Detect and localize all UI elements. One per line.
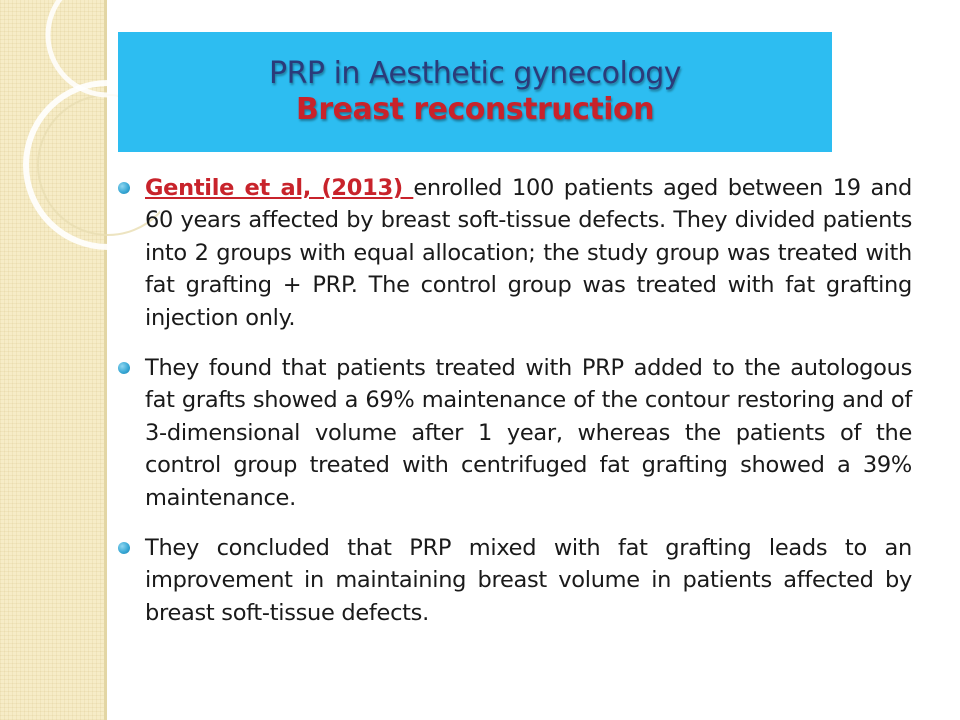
bullet-text-conclusion: They concluded that PRP mixed with fat g… bbox=[145, 535, 912, 626]
bullet-item-study: Gentile et al, (2013) enrolled 100 patie… bbox=[118, 172, 912, 334]
bullet-item-findings: They found that patients treated with PR… bbox=[118, 352, 912, 514]
bullet-text-findings: They found that patients treated with PR… bbox=[145, 355, 912, 511]
title-banner: PRP in Aesthetic gynecology Breast recon… bbox=[118, 32, 832, 152]
slide-title: PRP in Aesthetic gynecology bbox=[269, 56, 682, 91]
slide-subtitle: Breast reconstruction bbox=[295, 92, 655, 127]
side-strip-edge bbox=[104, 0, 107, 720]
decorative-side-strip bbox=[0, 0, 104, 720]
bullet-text-study: enrolled 100 patients aged between 19 an… bbox=[145, 175, 912, 331]
citation-link[interactable]: Gentile et al, (2013) bbox=[145, 175, 414, 201]
decorative-circles bbox=[23, 0, 160, 250]
bullet-item-conclusion: They concluded that PRP mixed with fat g… bbox=[118, 532, 912, 629]
bullet-list: Gentile et al, (2013) enrolled 100 patie… bbox=[118, 172, 912, 647]
